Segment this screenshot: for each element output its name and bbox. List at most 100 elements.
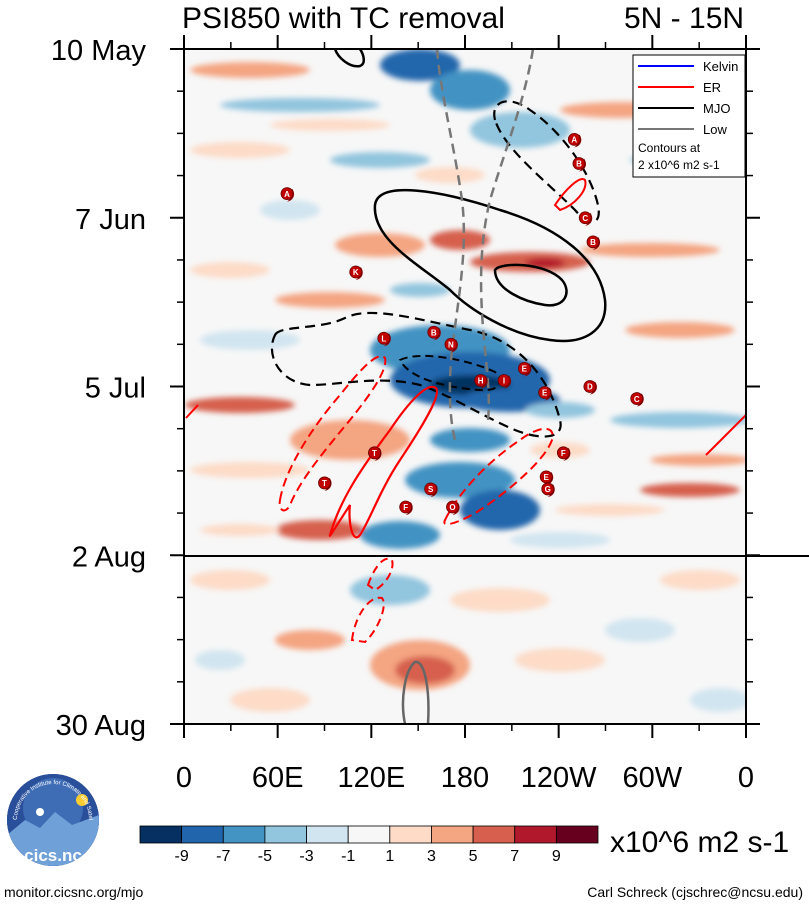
colorbar-label: 3 <box>427 848 436 865</box>
y-tick-label: 2 Aug <box>72 541 146 573</box>
tc-dot <box>578 211 592 225</box>
colorbar-swatch <box>431 825 474 844</box>
tc-letter: F <box>561 449 566 458</box>
tc-letter: I <box>503 377 505 386</box>
colorbar-label: -7 <box>216 848 230 865</box>
tc-marker: F <box>399 500 413 516</box>
footer-author-credit: Carl Schreck (cjschrec@ncsu.edu) <box>587 884 803 900</box>
colorbar-swatch <box>389 825 432 844</box>
tc-letter: E <box>542 389 548 398</box>
tc-letter: C <box>634 395 640 404</box>
tc-dot <box>541 482 555 496</box>
x-tick-label: 0 <box>738 762 754 794</box>
footer-source-url[interactable]: monitor.cicsnc.org/mjo <box>4 884 144 900</box>
tc-dot <box>318 476 331 490</box>
tc-dot <box>444 337 458 351</box>
tc-dot <box>377 331 391 345</box>
tc-dot <box>567 133 581 146</box>
er-contour-dashed-4 <box>350 596 385 644</box>
tc-dot <box>630 392 644 405</box>
tc-marker: N <box>444 337 458 353</box>
mjo-contour-top <box>333 49 365 68</box>
tc-letter: T <box>372 449 377 458</box>
er-contour-solid <box>328 385 439 539</box>
x-tick-label: 120E <box>337 762 405 794</box>
tc-letter: E <box>522 365 528 374</box>
low-contour-3 <box>401 660 430 724</box>
colorbar-label: -3 <box>299 848 313 865</box>
colorbar-swatch <box>139 825 183 844</box>
tc-letter: S <box>428 485 434 494</box>
psi-shading <box>185 49 746 712</box>
tc-dot <box>399 500 413 514</box>
tc-marker: L <box>377 331 391 347</box>
legend: Kelvin ER MJO Low Contours at 2 x10^6 m2 s-… <box>632 54 746 178</box>
tc-marker: H <box>474 374 488 389</box>
x-tick-label: 180 <box>441 762 489 794</box>
tc-dot <box>424 482 438 496</box>
colorbar-label: -9 <box>175 848 189 865</box>
tc-dot <box>349 265 363 279</box>
tc-dot <box>368 446 381 460</box>
er-contour-dashed-2 <box>443 427 554 526</box>
mjo-contour-inner <box>493 263 568 307</box>
tc-marker: B <box>586 235 601 250</box>
tc-letter: K <box>353 268 359 277</box>
tc-dot <box>517 362 531 375</box>
legend-label: MJO <box>703 101 730 116</box>
tc-letter: H <box>478 377 484 386</box>
tc-dot <box>497 374 511 387</box>
chart-title: PSI850 with TC removal <box>182 2 505 35</box>
tc-marker: C <box>630 392 644 407</box>
colorbar-swatch <box>472 825 516 844</box>
tc-marker: A <box>567 133 582 148</box>
legend-label: ER <box>703 80 721 95</box>
tc-letter: C <box>582 214 588 223</box>
tc-marker: K <box>349 265 363 280</box>
colorbar-units: x10^6 m2 s-1 <box>610 826 790 859</box>
tc-dot <box>572 157 586 170</box>
tc-letter: B <box>431 328 437 337</box>
mjo-contour-solid <box>373 189 607 343</box>
low-contour-1 <box>435 49 466 441</box>
er-contour-dashed-3 <box>366 557 394 592</box>
er-contour-edge-right <box>705 414 746 456</box>
colorbar-label: 7 <box>510 848 519 865</box>
legend-label: Kelvin <box>703 59 738 74</box>
y-tick-label: 5 Jul <box>85 373 146 405</box>
tc-letter: B <box>576 160 582 169</box>
latitude-band-label: 5N - 15N <box>624 2 745 35</box>
colorbar-swatch <box>347 825 391 844</box>
colorbar-label: 9 <box>552 848 561 865</box>
tc-dot <box>556 446 570 460</box>
x-tick-label: 0 <box>176 762 192 794</box>
colorbar-label: -5 <box>258 848 272 865</box>
tc-marker: B <box>572 157 586 172</box>
tc-dot <box>280 187 294 201</box>
tc-marker: C <box>578 211 593 226</box>
colorbar-swatch <box>306 825 349 844</box>
tc-marker: O <box>446 500 460 516</box>
tc-letter: D <box>587 383 593 392</box>
tc-marker: E <box>539 470 554 485</box>
tc-marker: S <box>424 482 438 497</box>
tc-letter: N <box>448 341 454 350</box>
colorbar-swatch <box>514 825 557 844</box>
low-contour-2 <box>479 49 535 421</box>
er-contour-dashed-1 <box>278 355 387 512</box>
colorbar-swatch <box>181 825 224 844</box>
tc-marker: E <box>517 362 532 377</box>
tc-dot <box>446 500 459 514</box>
tc-letter: G <box>545 485 551 494</box>
x-tick-label: 120W <box>521 762 597 794</box>
tc-letter: T <box>322 479 327 488</box>
er-contour-small <box>553 178 587 212</box>
colorbar-swatch <box>222 825 266 844</box>
tc-letter: B <box>590 238 596 247</box>
legend-note-1: Contours at <box>638 141 701 155</box>
logo-text: cics.nc <box>24 846 82 865</box>
contour-lines <box>185 49 746 724</box>
tc-letter: O <box>449 503 455 512</box>
tc-letter: E <box>544 473 550 482</box>
